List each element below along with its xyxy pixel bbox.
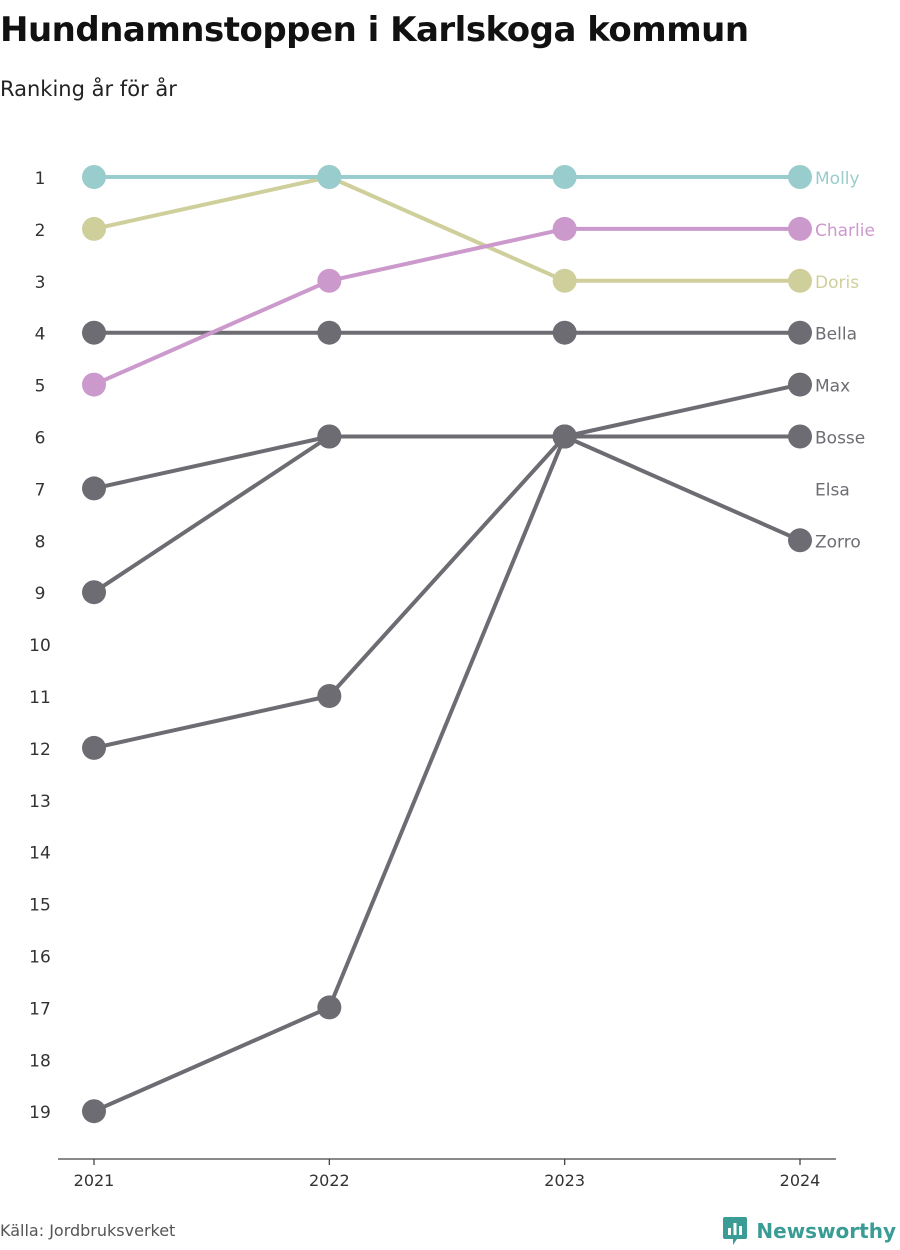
data-point	[552, 320, 577, 345]
end-label-elsa: Elsa	[815, 480, 850, 500]
newsworthy-logo-icon	[723, 1217, 748, 1245]
data-point	[82, 1099, 106, 1124]
series-line-segment	[92, 278, 332, 387]
series-line-segment	[92, 1005, 332, 1114]
x-tick-label: 2023	[544, 1171, 585, 1190]
series-bosse	[82, 424, 812, 605]
data-point	[788, 216, 812, 241]
y-tick-label: 10	[29, 636, 51, 656]
data-point	[552, 165, 577, 189]
data-point	[317, 684, 342, 708]
y-tick-label: 11	[29, 688, 51, 708]
end-label-max: Max	[815, 377, 850, 397]
data-point	[788, 165, 812, 189]
series-line-segment	[327, 434, 567, 1010]
data-point	[317, 320, 342, 345]
series-line-segment	[327, 226, 567, 283]
data-point	[82, 476, 106, 501]
y-tick-label: 7	[35, 480, 46, 500]
end-label-bella: Bella	[815, 325, 857, 345]
data-point	[82, 165, 106, 189]
end-label-doris: Doris	[815, 273, 859, 293]
series-line-segment	[327, 175, 567, 283]
x-tick-label: 2024	[780, 1171, 821, 1190]
data-point	[82, 735, 106, 760]
data-point	[82, 216, 106, 241]
data-point	[788, 268, 812, 293]
data-point	[788, 372, 812, 397]
data-point	[552, 424, 577, 449]
series-line-segment	[92, 434, 332, 595]
y-tick-label: 6	[35, 429, 46, 449]
y-tick-label: 18	[29, 1051, 51, 1071]
data-point	[317, 165, 342, 189]
end-label-bosse: Bosse	[815, 429, 865, 449]
series-molly	[82, 165, 812, 189]
series-line-segment	[92, 434, 332, 491]
data-point	[552, 216, 577, 241]
brand-name: Newsworthy	[756, 1219, 896, 1243]
data-point	[82, 580, 106, 605]
y-tick-label: 16	[29, 948, 51, 968]
data-point	[317, 995, 342, 1020]
series-max	[82, 372, 812, 1124]
end-label-charlie: Charlie	[815, 221, 875, 241]
data-point	[788, 424, 812, 449]
series-doris	[82, 165, 812, 293]
y-tick-label: 8	[35, 532, 46, 552]
series-line-segment	[327, 434, 567, 698]
y-tick-label: 13	[29, 792, 51, 812]
series-line-segment	[92, 175, 332, 231]
chart-subtitle: Ranking år för år	[0, 77, 177, 101]
series-charlie	[82, 216, 812, 397]
y-tick-label: 12	[29, 740, 51, 760]
series-elsa	[82, 424, 577, 501]
series-zorro	[82, 424, 812, 760]
brand-logo[interactable]: Newsworthy	[722, 1216, 896, 1246]
series-line-segment	[562, 382, 802, 439]
y-tick-label: 4	[35, 325, 46, 345]
end-label-zorro: Zorro	[815, 532, 861, 552]
y-tick-label: 9	[35, 584, 46, 604]
y-tick-label: 3	[35, 273, 46, 293]
data-point	[82, 372, 106, 397]
x-tick-label: 2022	[309, 1171, 350, 1190]
y-tick-label: 5	[35, 377, 46, 397]
data-point	[317, 268, 342, 293]
y-tick-label: 2	[35, 221, 46, 241]
y-tick-label: 1	[35, 169, 46, 189]
source-note: Källa: Jordbruksverket	[0, 1221, 176, 1240]
data-point	[788, 528, 812, 553]
data-point	[82, 320, 106, 345]
end-label-molly: Molly	[815, 169, 860, 189]
data-point	[788, 320, 812, 345]
series-line-segment	[92, 694, 332, 750]
y-tick-label: 17	[29, 999, 51, 1019]
y-tick-label: 19	[29, 1103, 51, 1123]
y-tick-label: 15	[29, 896, 51, 916]
series-line-segment	[562, 434, 802, 543]
data-point	[317, 424, 342, 449]
data-point	[552, 268, 577, 293]
x-tick-label: 2021	[74, 1171, 115, 1190]
y-tick-label: 14	[29, 844, 51, 864]
chart-title: Hundnamnstoppen i Karlskoga kommun	[0, 10, 749, 50]
